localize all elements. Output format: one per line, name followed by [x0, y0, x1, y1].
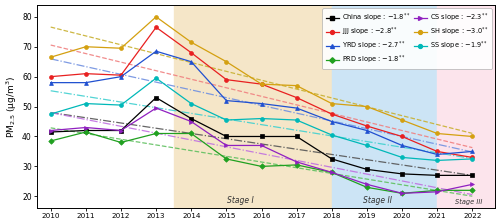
Text: Stage I: Stage I: [227, 196, 254, 205]
Bar: [174, 5, 332, 208]
Y-axis label: PM$_{2.5}$ (μg/m$^3$): PM$_{2.5}$ (μg/m$^3$): [5, 75, 20, 138]
Bar: [437, 5, 495, 208]
Bar: [332, 5, 437, 208]
Text: Stage III: Stage III: [455, 199, 482, 205]
Text: Stage II: Stage II: [363, 196, 392, 205]
Legend: China slope : $-1.8^{**}$, JJJ slope : $-2.8^{**}$, YRD slope : $-2.7^{**}$, PRD: China slope : $-1.8^{**}$, JJJ slope : $…: [322, 8, 492, 69]
